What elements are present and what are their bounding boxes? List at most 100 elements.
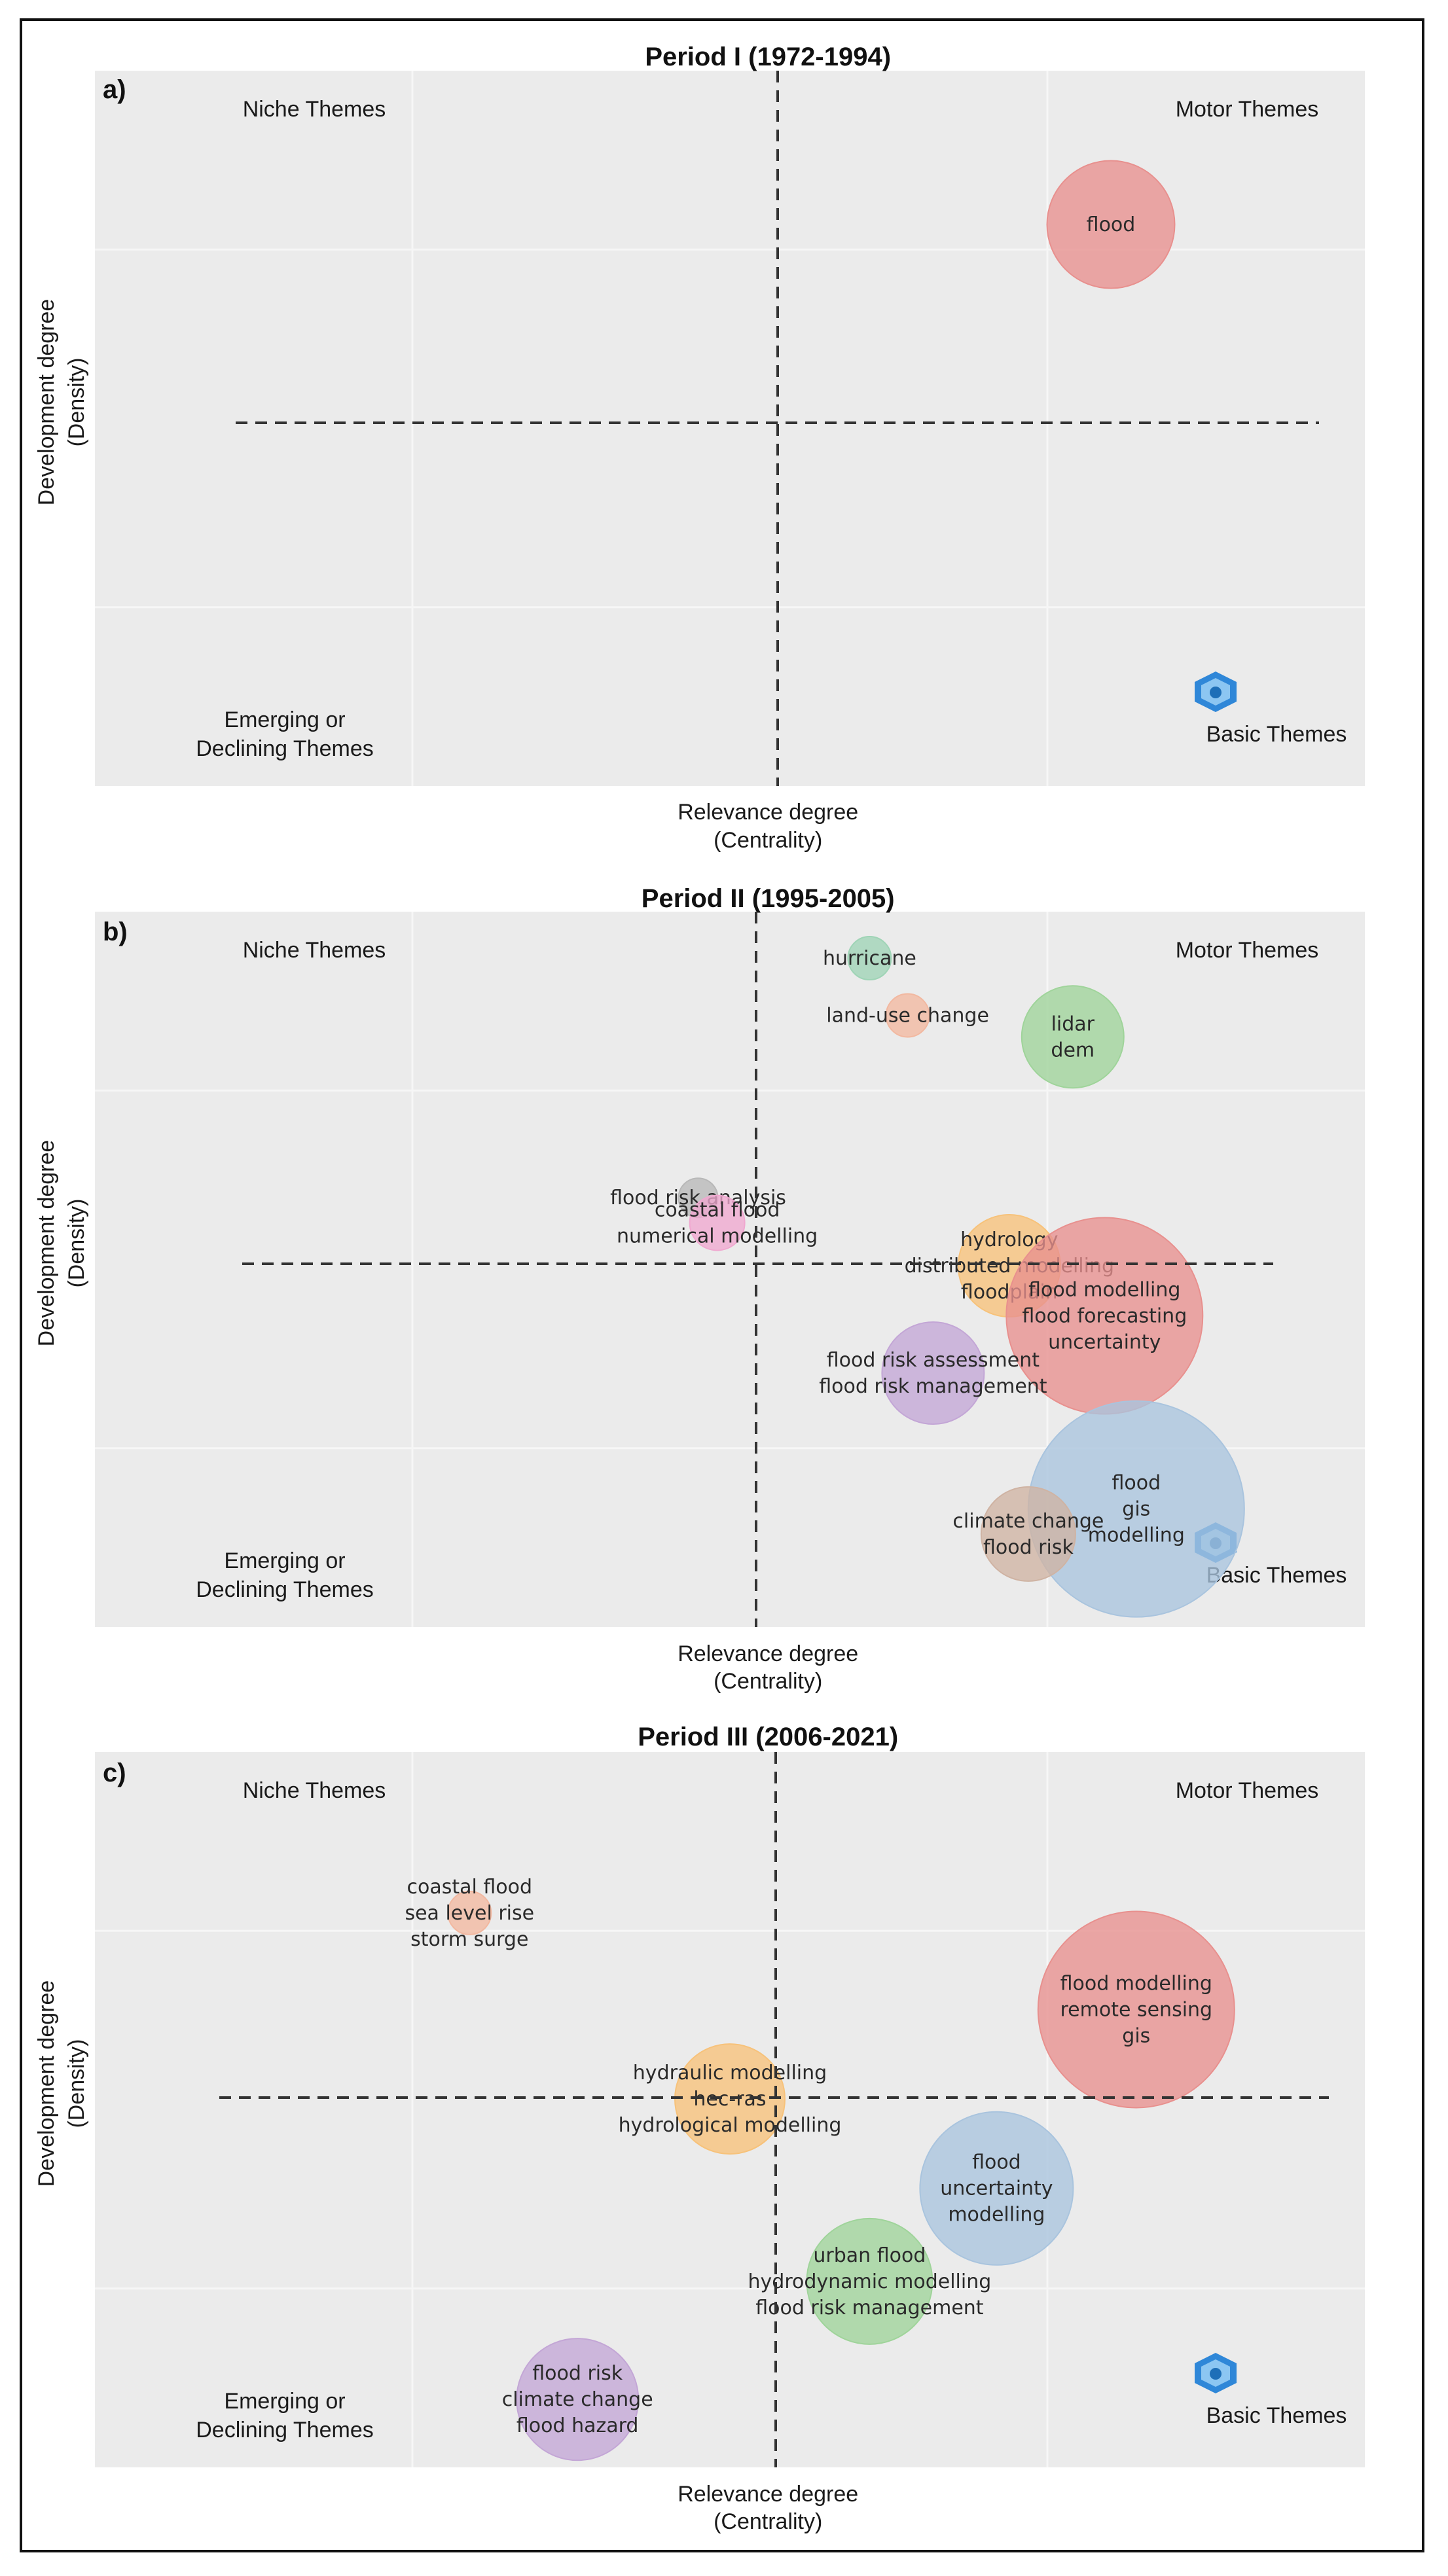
quadrant-label-basic: Basic Themes: [1206, 722, 1347, 747]
cluster-bubble-2[interactable]: flood modelling remote sensing gis: [1037, 1910, 1235, 2109]
cluster-bubble-6[interactable]: flood risk climate change flood hazard: [502, 2338, 653, 2461]
bubble-label: hydrodynamic modelling: [748, 2270, 992, 2293]
bubble-circle[interactable]: [919, 2111, 1074, 2266]
bubble-label: flood: [1112, 1472, 1161, 1495]
bubble-label: flood risk: [983, 1536, 1074, 1559]
badge-dot: [1210, 2368, 1222, 2380]
y-axis-sublabel: (Density): [64, 1198, 89, 1287]
quadrant-label-basic: Basic Themes: [1206, 1563, 1347, 1588]
bubble-label: hurricane: [823, 947, 916, 970]
bubble-label: hydraulic modelling: [633, 2062, 827, 2084]
cluster-bubble-1[interactable]: coastal flood sea level rise storm surge: [405, 1876, 534, 1951]
quadrant-label-niche: Niche Themes: [243, 1778, 386, 1803]
bubble-label: storm surge: [410, 1928, 528, 1951]
bubble-label: uncertainty: [940, 2177, 1053, 2200]
y-axis-label: Development degree: [34, 299, 59, 506]
bubble-label: modelling: [948, 2204, 1045, 2227]
bubble-label: flood risk management: [819, 1375, 1047, 1398]
x-axis-sublabel: (Centrality): [714, 2509, 822, 2534]
x-axis-sublabel: (Centrality): [714, 828, 822, 853]
cluster-bubble-3[interactable]: hydraulic modelling hec-ras hydrological m…: [619, 2043, 842, 2155]
bubble-circle[interactable]: [885, 993, 930, 1038]
cluster-bubble-8[interactable]: flood risk assessment flood risk manageme…: [819, 1321, 1047, 1425]
cluster-bubble-5[interactable]: coastal flood numerical modelling: [617, 1194, 818, 1251]
quadrant-label-motor: Motor Themes: [1176, 1778, 1319, 1803]
y-axis-label: Development degree: [34, 1140, 59, 1347]
chart-title: Period II (1995-2005): [642, 884, 895, 913]
quadrant-label-emerging-line2: Declining Themes: [196, 2418, 374, 2442]
bubble-circle[interactable]: [674, 2043, 786, 2155]
bubble-label: flood risk: [532, 2362, 623, 2385]
quadrant-label-niche: Niche Themes: [243, 97, 386, 122]
y-axis-sublabel: (Density): [64, 357, 89, 446]
bubble-label: numerical modelling: [617, 1225, 818, 1247]
bubble-label: hec-ras: [693, 2088, 766, 2111]
x-axis-sublabel: (Centrality): [714, 1669, 822, 1694]
bubble-label: land-use change: [826, 1004, 989, 1027]
bubble-circle[interactable]: [447, 1890, 492, 1935]
y-axis-sublabel: (Density): [64, 2039, 89, 2128]
bubble-circle[interactable]: [1046, 160, 1176, 289]
bubble-label: gis: [1122, 1498, 1150, 1521]
basic-themes-badge-icon: [1195, 671, 1237, 712]
bubble-circle[interactable]: [881, 1321, 985, 1425]
bubble-label: flood hazard: [516, 2414, 639, 2437]
chart-title: Period I (1972-1994): [645, 43, 891, 71]
quadrant-label-emerging-line1: Emerging or: [224, 1548, 345, 1573]
bubble-label: flood: [1087, 213, 1136, 236]
chart-panel-3: Period III (2006-2021) c) Niche Themes Moto…: [34, 1723, 1365, 2534]
bubble-label: hydrological modelling: [619, 2114, 842, 2137]
bubble-circle[interactable]: [980, 1486, 1076, 1582]
cluster-bubble-1[interactable]: hurricane: [823, 936, 916, 981]
bubble-label: coastal flood: [407, 1876, 533, 1899]
cluster-bubble-4[interactable]: flood uncertainty modelling: [919, 2111, 1074, 2266]
bubble-label: sea level rise: [405, 1902, 534, 1925]
chart-panel-1: Period I (1972-1994) a) Niche Themes Motor …: [34, 43, 1365, 853]
x-axis-label: Relevance degree: [678, 2482, 858, 2507]
bubble-label: climate change: [502, 2388, 653, 2411]
bubble-circle[interactable]: [847, 936, 892, 981]
bubble-label: lidar: [1051, 1012, 1095, 1035]
bubble-label: coastal flood: [655, 1198, 780, 1221]
bubble-label: flood modelling: [1060, 1972, 1212, 1995]
x-axis-label: Relevance degree: [678, 800, 858, 825]
bubble-label: flood modelling: [1028, 1279, 1180, 1302]
bubble-circle[interactable]: [1037, 1910, 1235, 2109]
panel-label: a): [103, 75, 126, 104]
bubble-label: flood risk assessment: [827, 1349, 1040, 1372]
bubble-label: climate change: [952, 1510, 1104, 1533]
quadrant-label-emerging-line1: Emerging or: [224, 2389, 345, 2414]
cluster-bubble-5[interactable]: urban flood hydrodynamic modelling flood r…: [748, 2217, 992, 2345]
x-axis-label: Relevance degree: [678, 1641, 858, 1666]
bubble-label: modelling: [1088, 1524, 1185, 1547]
quadrant-label-niche: Niche Themes: [243, 938, 386, 963]
chart-title: Period III (2006-2021): [638, 1723, 898, 1751]
panel-label: c): [103, 1759, 126, 1787]
bubble-label: flood: [972, 2151, 1021, 2174]
bubble-label: gis: [1122, 2024, 1150, 2047]
plot-background: [95, 71, 1365, 786]
bubble-circle[interactable]: [806, 2217, 933, 2345]
bubble-circle[interactable]: [516, 2338, 640, 2461]
quadrant-label-motor: Motor Themes: [1176, 97, 1319, 122]
bubble-circle[interactable]: [1021, 985, 1125, 1089]
badge-dot: [1210, 687, 1222, 698]
cluster-bubble-7[interactable]: flood modelling flood forecasting uncertai…: [1005, 1217, 1204, 1415]
cluster-bubble-10[interactable]: climate change flood risk: [952, 1486, 1104, 1582]
chart-panel-2: Period II (1995-2005) b) Niche Themes Motor…: [34, 884, 1365, 1694]
bubble-label: flood forecasting: [1022, 1305, 1187, 1328]
y-axis-label: Development degree: [34, 1980, 59, 2187]
bubble-circle[interactable]: [689, 1194, 746, 1251]
bubble-label: dem: [1051, 1039, 1095, 1062]
quadrant-label-emerging-line2: Declining Themes: [196, 1577, 374, 1602]
quadrant-label-basic: Basic Themes: [1206, 2403, 1347, 2428]
bubble-label: urban flood: [813, 2244, 926, 2267]
cluster-bubble-2[interactable]: land-use change: [826, 993, 989, 1038]
cluster-bubble-3[interactable]: lidar dem: [1021, 985, 1125, 1089]
cluster-bubble-1[interactable]: flood: [1046, 160, 1176, 289]
basic-themes-badge-icon: [1195, 2353, 1237, 2393]
quadrant-label-emerging-line1: Emerging or: [224, 707, 345, 732]
panel-label: b): [103, 918, 128, 946]
bubble-label: flood risk management: [755, 2297, 984, 2319]
